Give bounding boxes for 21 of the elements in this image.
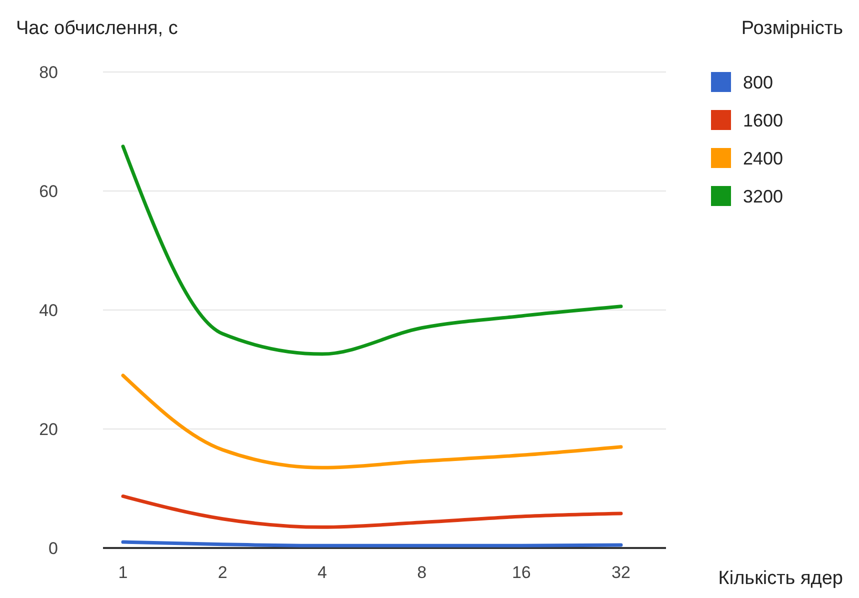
x-tick-label: 1 <box>118 563 128 582</box>
y-tick-label: 40 <box>39 300 58 320</box>
y-axis-title: Час обчислення, с <box>16 18 178 39</box>
x-tick-label: 4 <box>317 563 327 582</box>
legend-label: 1600 <box>743 110 784 130</box>
x-tick-label: 32 <box>612 563 630 582</box>
x-tick-label: 8 <box>417 563 427 582</box>
line-series <box>121 494 623 529</box>
legend-label: 800 <box>743 72 774 92</box>
y-tick-label: 0 <box>48 538 58 558</box>
y-tick-label: 20 <box>39 420 58 439</box>
legend-label: 3200 <box>743 186 784 206</box>
line-series <box>121 144 623 356</box>
y-tick-label: 80 <box>39 62 58 82</box>
legend-title: Розмірність <box>741 18 844 39</box>
x-axis-title: Кількість ядер <box>718 568 843 589</box>
line-series <box>121 374 623 470</box>
legend-label: 2400 <box>743 148 784 168</box>
x-tick-label: 16 <box>512 563 531 582</box>
x-tick-label: 2 <box>218 563 228 582</box>
y-tick-label: 60 <box>39 182 58 201</box>
